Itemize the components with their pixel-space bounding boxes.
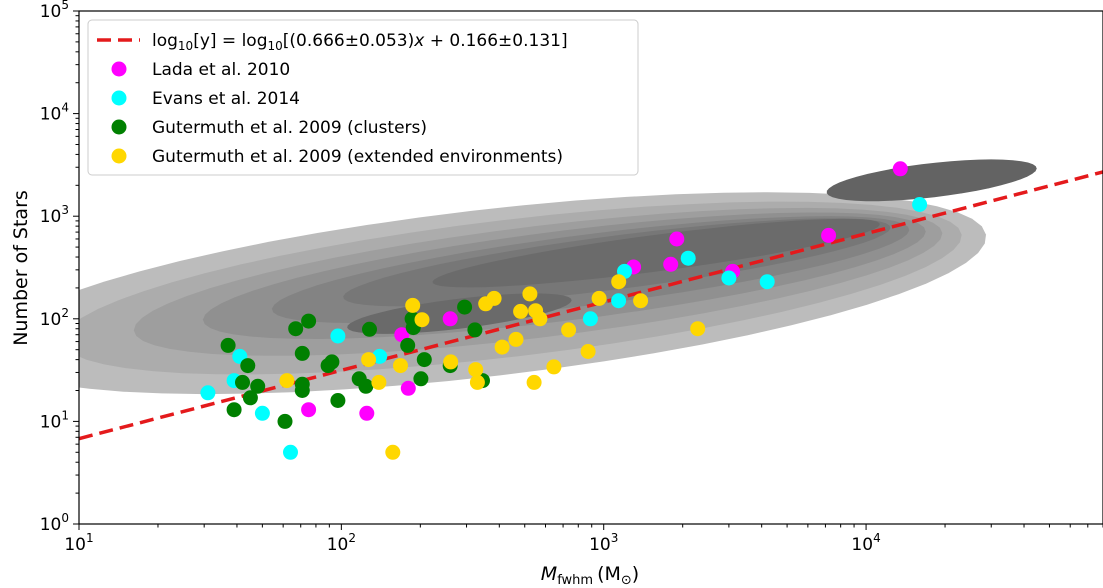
y-tick-label: 105 <box>40 0 69 22</box>
x-tick-label: 102 <box>327 531 356 555</box>
point-series3-2 <box>371 374 387 390</box>
legend-swatch-gutermuth-extended <box>111 148 127 164</box>
point-series3-21 <box>580 344 596 359</box>
x-axis-label: Mfwhm (M⊙) <box>541 563 639 588</box>
point-series2-7 <box>288 321 304 337</box>
point-series0-8 <box>400 380 416 396</box>
point-series3-3 <box>385 444 401 460</box>
point-series2-22 <box>457 299 473 315</box>
point-series3-23 <box>611 274 627 290</box>
legend-label-lada: Lada et al. 2010 <box>152 60 290 80</box>
point-series3-16 <box>526 374 542 390</box>
point-series2-4 <box>242 390 258 406</box>
point-series1-5 <box>330 328 346 344</box>
point-series3-24 <box>633 293 649 309</box>
y-tick-label: 104 <box>40 101 69 125</box>
point-series2-3 <box>240 358 256 374</box>
scatter-points <box>200 161 928 460</box>
point-series2-17 <box>400 337 416 353</box>
point-series1-12 <box>759 274 775 290</box>
point-series3-7 <box>443 354 459 370</box>
point-series3-12 <box>494 339 510 355</box>
point-series3-6 <box>414 312 430 328</box>
point-series3-13 <box>508 331 524 347</box>
x-tick-label: 103 <box>589 531 618 555</box>
x-tick-labels: 101 102 103 104 <box>64 531 880 555</box>
point-series3-15 <box>522 286 538 302</box>
point-series2-0 <box>220 337 236 353</box>
point-series3-25 <box>690 321 706 337</box>
legend-label-gutermuth-clusters: Gutermuth et al. 2009 (clusters) <box>152 118 427 138</box>
point-series3-8 <box>468 362 484 378</box>
point-series2-5 <box>250 378 266 394</box>
point-series0-10 <box>301 402 317 418</box>
point-series0-6 <box>442 311 458 327</box>
point-series2-1 <box>226 402 242 418</box>
y-tick-label: 103 <box>40 203 69 227</box>
legend-fit-label: log10[y] = log10[(0.666±0.053)x + 0.166±… <box>152 31 568 53</box>
point-series1-0 <box>200 385 216 401</box>
legend-swatch-lada <box>111 61 127 77</box>
point-series3-18 <box>532 311 548 327</box>
point-series0-4 <box>663 256 679 272</box>
point-series3-19 <box>546 359 562 375</box>
point-series1-8 <box>611 293 627 309</box>
point-series1-3 <box>254 405 270 421</box>
point-series2-8 <box>294 345 310 361</box>
point-series2-10 <box>301 313 317 329</box>
point-series0-9 <box>359 405 375 421</box>
point-series2-23 <box>467 322 483 338</box>
point-series3-5 <box>405 297 421 313</box>
legend-swatch-gutermuth-clusters <box>111 119 127 135</box>
point-series3-20 <box>561 322 577 338</box>
x-tick-label: 101 <box>64 531 93 555</box>
point-series2-16 <box>362 321 377 337</box>
legend: log10[y] = log10[(0.666±0.053)x + 0.166±… <box>87 19 639 176</box>
legend-label-gutermuth-extended: Gutermuth et al. 2009 (extended environm… <box>152 147 563 167</box>
y-axis-label: Number of Stars <box>10 190 32 346</box>
axis-ticks <box>73 10 1103 530</box>
density-contours <box>79 159 1037 395</box>
x-tick-label: 104 <box>851 531 880 555</box>
legend-label-evans: Evans et al. 2014 <box>152 89 300 109</box>
point-series2-13 <box>330 393 346 408</box>
point-series1-4 <box>283 444 298 460</box>
density-core-2 <box>347 293 572 334</box>
point-series3-11 <box>486 290 502 306</box>
plot-frame <box>78 10 1103 525</box>
legend-swatch-evans <box>111 90 127 106</box>
point-series1-11 <box>721 270 737 286</box>
y-tick-label: 102 <box>40 306 69 330</box>
point-series3-0 <box>279 373 295 389</box>
point-series0-3 <box>669 231 685 247</box>
point-series3-22 <box>591 290 607 306</box>
point-series0-0 <box>892 161 908 177</box>
point-series3-1 <box>361 352 377 368</box>
point-series3-9 <box>469 374 485 390</box>
y-tick-labels: 100 101 102 103 104 105 <box>40 0 69 535</box>
point-series3-4 <box>393 358 408 374</box>
point-series2-2 <box>235 374 250 390</box>
y-tick-label: 101 <box>40 408 69 432</box>
point-series1-10 <box>680 250 696 266</box>
point-series2-25 <box>294 376 310 392</box>
point-series1-13 <box>912 197 928 212</box>
legend-box <box>87 19 639 176</box>
density-core-1 <box>826 159 1037 202</box>
point-series3-14 <box>513 303 529 319</box>
point-series1-7 <box>582 311 598 327</box>
point-series0-1 <box>821 227 837 243</box>
point-series2-6 <box>277 413 293 429</box>
point-series2-21 <box>416 352 432 368</box>
point-series2-20 <box>413 371 429 387</box>
density-band-7 <box>432 218 880 288</box>
point-series2-12 <box>324 354 340 370</box>
y-tick-label: 100 <box>40 511 69 535</box>
point-series2-15 <box>358 378 374 394</box>
